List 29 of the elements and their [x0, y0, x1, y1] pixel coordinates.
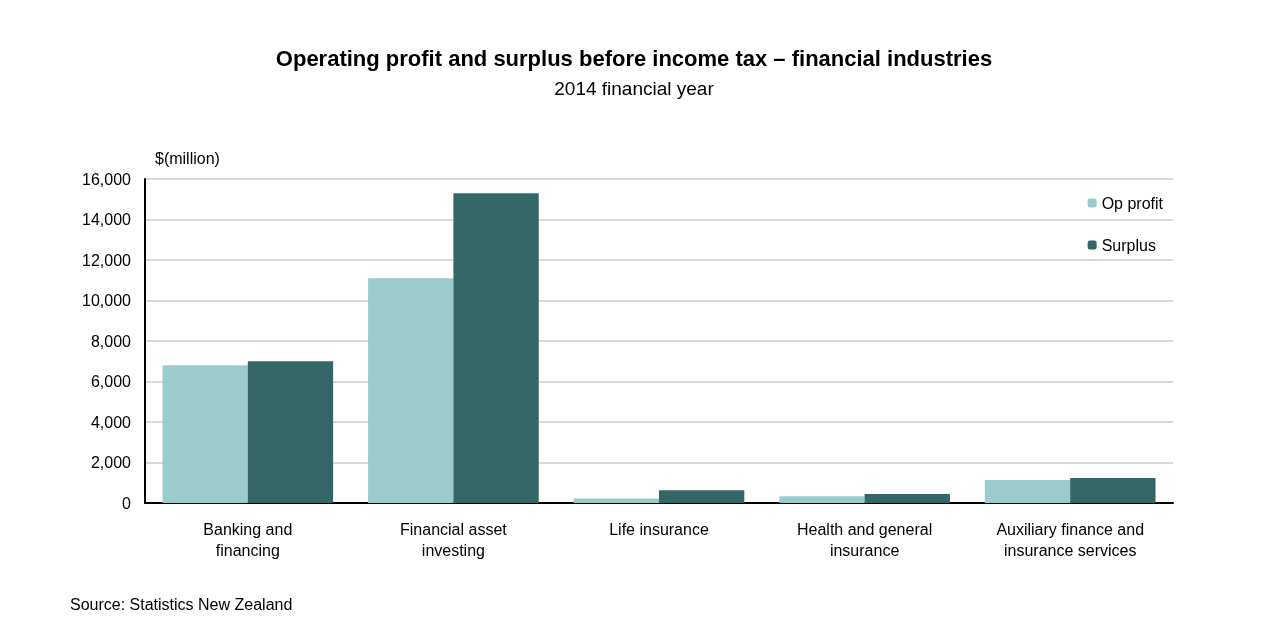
bar	[1070, 477, 1156, 503]
y-tick-label: 14,000	[82, 211, 132, 228]
legend-label: Op profit	[1101, 194, 1164, 212]
x-tick-label: Health and general insurance	[796, 521, 933, 559]
y-axis-title: $(million)	[155, 149, 220, 167]
x-tick-label: Auxiliary finance and insurance services	[996, 521, 1145, 559]
legend-label: Surplus	[1101, 236, 1156, 254]
y-tick-label: 10,000	[82, 292, 132, 309]
y-tick-label: 12,000	[82, 251, 132, 269]
y-tick-label: 0	[122, 494, 132, 512]
x-tick-label: Banking and financing	[203, 521, 293, 559]
bar	[368, 278, 454, 503]
source-note: Source: Statistics New Zealand	[70, 595, 293, 613]
y-tick-label: 8,000	[90, 332, 132, 350]
chart-subtitle: 2014 financial year	[554, 78, 715, 99]
bar	[984, 479, 1071, 503]
x-tick-label: Life insurance	[609, 521, 709, 538]
y-tick-label: 6,000	[90, 373, 132, 390]
bar	[659, 490, 745, 503]
y-tick-label: 4,000	[90, 413, 132, 431]
bar	[247, 361, 334, 503]
bar	[779, 496, 865, 503]
bar	[453, 193, 539, 503]
y-tick-label: 16,000	[82, 170, 132, 188]
y-tick-label: 2,000	[90, 454, 132, 471]
x-tick-label: Financial asset investing	[400, 521, 508, 559]
bar	[162, 365, 248, 503]
chart-title: Operating profit and surplus before income tax – financial industries	[275, 45, 993, 71]
bar	[864, 493, 950, 503]
